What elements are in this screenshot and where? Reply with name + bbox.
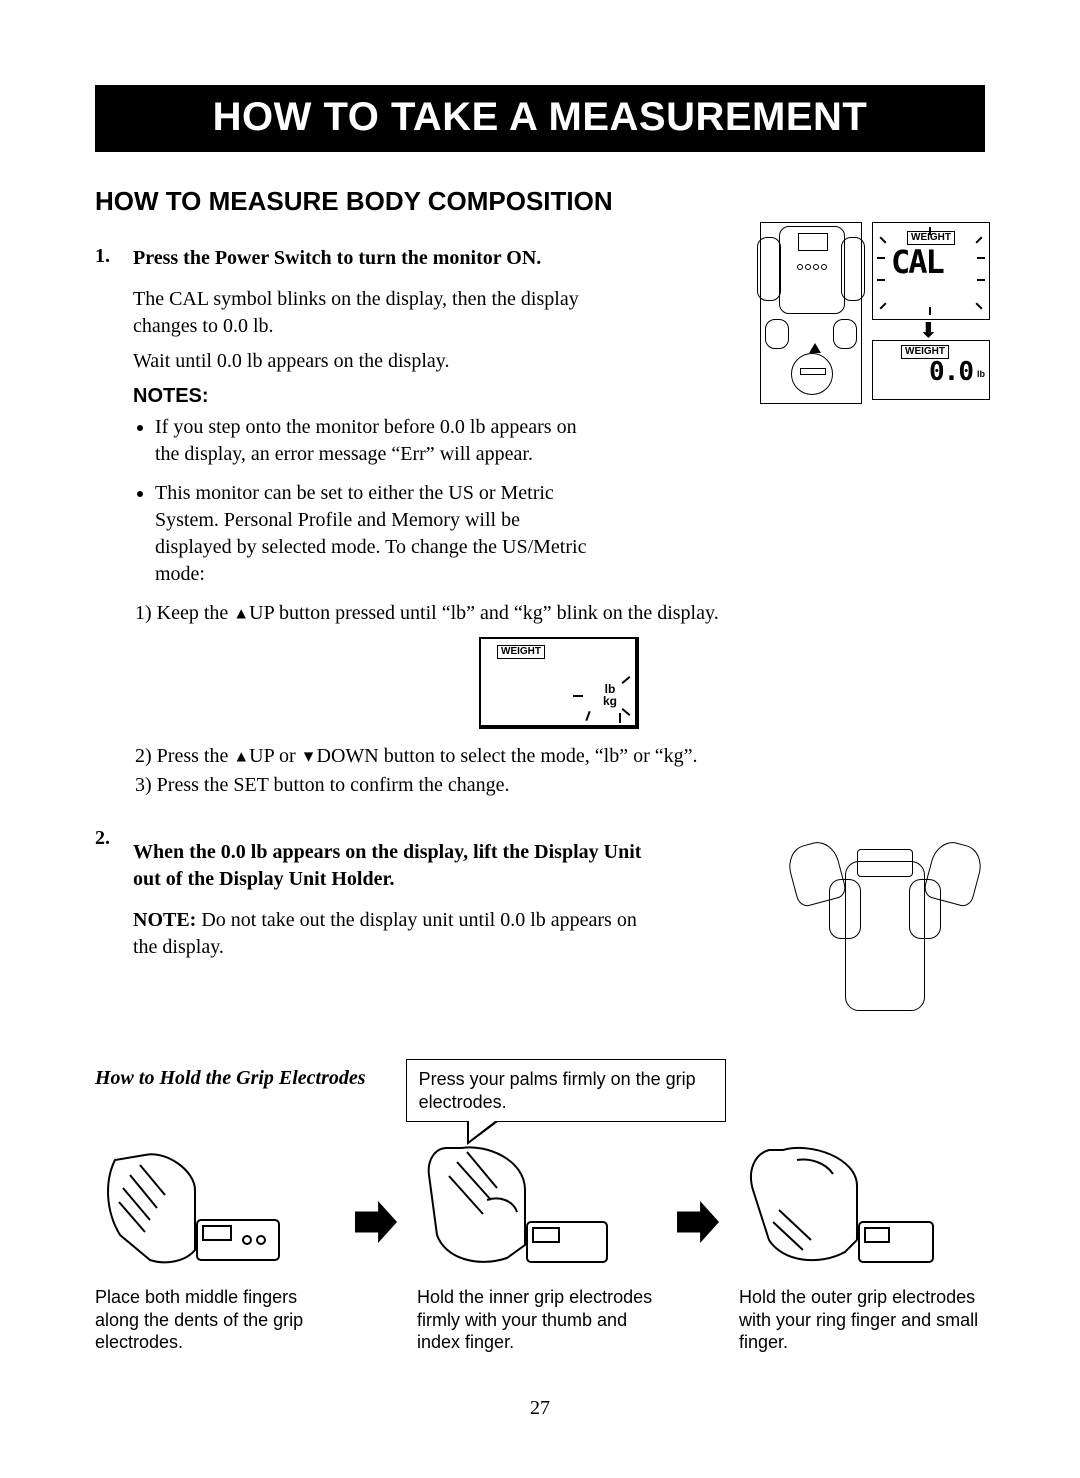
grip-col-1: Place both middle fingers along the dent… xyxy=(95,1140,335,1354)
grip-caption-1: Place both middle fingers along the dent… xyxy=(95,1286,335,1354)
step-number: 1. xyxy=(95,245,133,801)
cal-text: CAL xyxy=(891,243,943,281)
zero-text: 0.0 xyxy=(929,357,973,387)
note-item: This monitor can be set to either the US… xyxy=(155,480,593,588)
section-heading: HOW TO MEASURE BODY COMPOSITION xyxy=(95,186,985,217)
substep-2: 2) Press the ▲UP or ▼DOWN button to sele… xyxy=(135,743,985,770)
display-zero-icon: WEIGHT 0.0 lb xyxy=(872,340,990,400)
grip-figure-3-icon xyxy=(739,1140,979,1280)
grip-figure-2-icon xyxy=(417,1140,657,1280)
grip-col-3: Hold the outer grip electrodes with your… xyxy=(739,1140,979,1354)
step1-p2: Wait until 0.0 lb appears on the display… xyxy=(133,348,643,375)
grip-caption-3: Hold the outer grip electrodes with your… xyxy=(739,1286,979,1354)
grip-title: How to Hold the Grip Electrodes xyxy=(95,1059,366,1090)
lb-label: lb xyxy=(977,369,985,379)
display-lb-kg-icon: WEIGHT lbkg xyxy=(479,637,639,729)
lift-display-figure xyxy=(785,839,985,1029)
up-triangle-icon: ▲ xyxy=(233,749,249,766)
page-number: 27 xyxy=(0,1397,1080,1420)
weight-tag: WEIGHT xyxy=(497,645,545,659)
substep-1: 1) Keep the ▲UP button pressed until “lb… xyxy=(135,600,985,627)
substep-3: 3) Press the SET button to confirm the c… xyxy=(135,772,985,799)
step1-p1: The CAL symbol blinks on the display, th… xyxy=(133,286,643,340)
step1-figures: WEIGHT CAL ⬇ WEIGHT 0.0 lb xyxy=(760,222,990,402)
grip-section: How to Hold the Grip Electrodes Press yo… xyxy=(95,1059,985,1354)
step-2: 2. When the 0.0 lb appears on the displa… xyxy=(95,827,985,1029)
notes-label: NOTES: xyxy=(133,383,643,410)
up-triangle-icon: ▲ xyxy=(233,606,249,623)
grip-caption-2: Hold the inner grip electrodes firmly wi… xyxy=(417,1286,657,1354)
step-number: 2. xyxy=(95,827,133,1029)
display-cal-icon: WEIGHT CAL xyxy=(872,222,990,320)
scale-diagram-icon xyxy=(760,222,862,404)
page-title-bar: HOW TO TAKE A MEASUREMENT xyxy=(95,85,985,152)
step2-title: When the 0.0 lb appears on the display, … xyxy=(133,839,653,893)
step2-note: NOTE: Do not take out the display unit u… xyxy=(133,907,653,961)
note-item: If you step onto the monitor before 0.0 … xyxy=(155,414,593,468)
arrow-right-icon xyxy=(677,1201,719,1248)
arrow-right-icon xyxy=(355,1201,397,1248)
grip-col-2: Hold the inner grip electrodes firmly wi… xyxy=(417,1140,657,1354)
grip-figure-1-icon xyxy=(95,1140,335,1280)
down-triangle-icon: ▼ xyxy=(301,749,317,766)
grip-callout: Press your palms firmly on the grip elec… xyxy=(406,1059,726,1122)
